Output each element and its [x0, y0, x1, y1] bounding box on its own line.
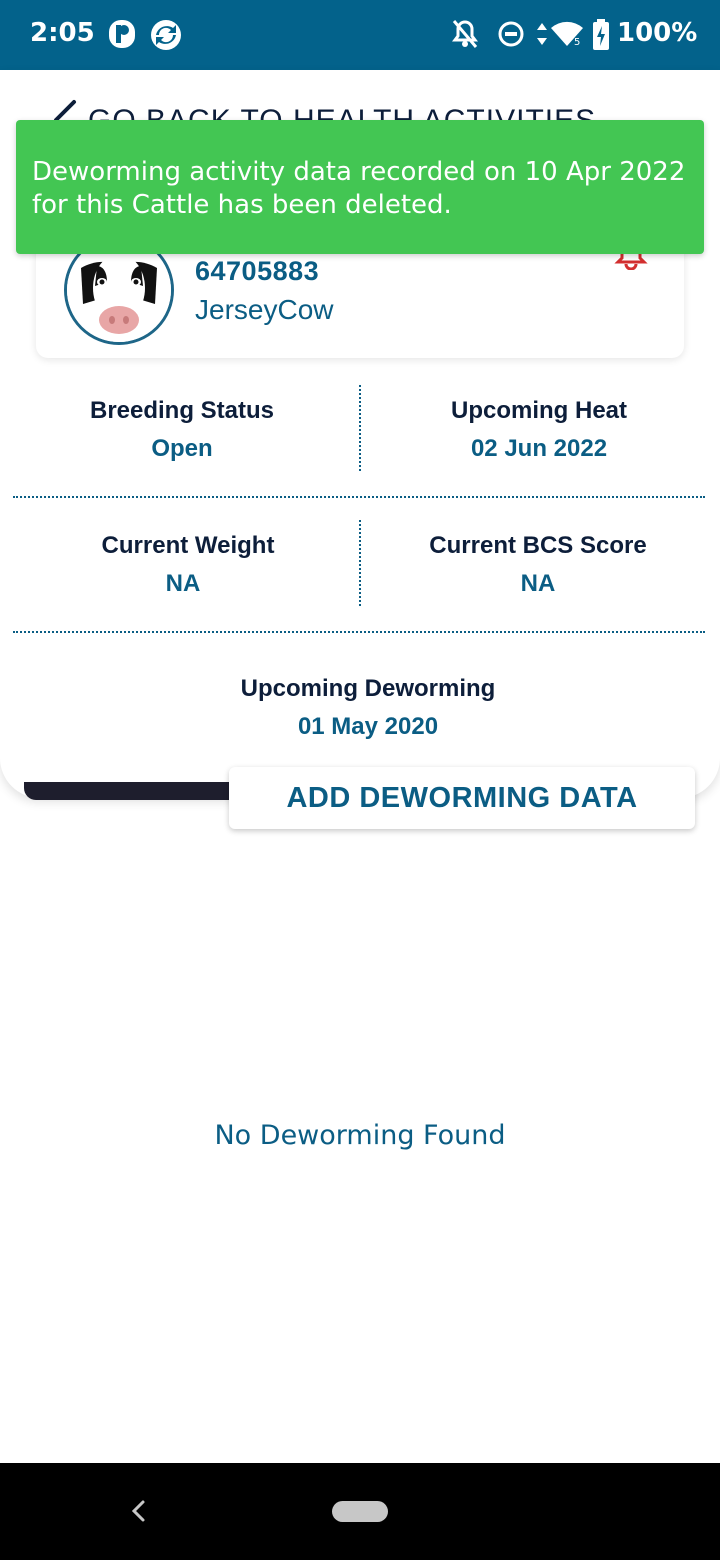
svg-text:5: 5 — [574, 37, 580, 48]
cattle-breed: JerseyCow — [195, 294, 334, 325]
nav-home-pill[interactable] — [332, 1501, 388, 1522]
back-button[interactable] — [46, 96, 566, 136]
upcoming-heat-label: Upcoming Heat — [450, 397, 627, 424]
column-divider — [359, 520, 361, 606]
row-divider — [13, 631, 705, 633]
sync-icon — [150, 19, 182, 56]
sheet-shadow-strip — [24, 782, 236, 800]
app-notification-icon — [108, 19, 136, 54]
row-divider — [13, 496, 705, 498]
back-arrow-icon — [54, 100, 76, 122]
cow-face-icon — [67, 238, 171, 342]
upcoming-deworming-label: Upcoming Deworming — [240, 675, 496, 702]
current-bcs-label: Current BCS Score — [429, 532, 647, 559]
empty-list-message: No Deworming Found — [214, 1120, 506, 1151]
add-deworming-button[interactable]: ADD DEWORMING DATA — [229, 767, 695, 829]
breeding-status-label: Breeding Status — [89, 397, 275, 424]
data-arrows-icon — [536, 19, 548, 54]
cattle-id: 64705883 — [195, 256, 320, 286]
do-not-disturb-icon — [497, 19, 525, 54]
status-time: 2:05 — [30, 18, 95, 48]
current-weight-label: Current Weight — [101, 532, 275, 559]
wifi-icon: 5 — [550, 19, 584, 54]
notifications-off-icon — [452, 19, 478, 54]
status-bar: 2:05 5 100% — [0, 0, 720, 70]
current-bcs-value: NA — [520, 570, 556, 597]
upcoming-deworming-value: 01 May 2020 — [297, 713, 439, 740]
deleted-toast: Deworming activity data recorded on 10 A… — [16, 120, 704, 254]
current-weight-value: NA — [165, 570, 201, 597]
battery-charging-icon — [592, 19, 610, 56]
nav-back-icon[interactable] — [128, 1498, 150, 1529]
breeding-status-value: Open — [151, 435, 213, 462]
column-divider — [359, 385, 361, 471]
upcoming-heat-value: 02 Jun 2022 — [470, 435, 608, 462]
toast-message: Deworming activity data recorded on 10 A… — [32, 157, 686, 220]
battery-percent: 100% — [617, 18, 698, 48]
